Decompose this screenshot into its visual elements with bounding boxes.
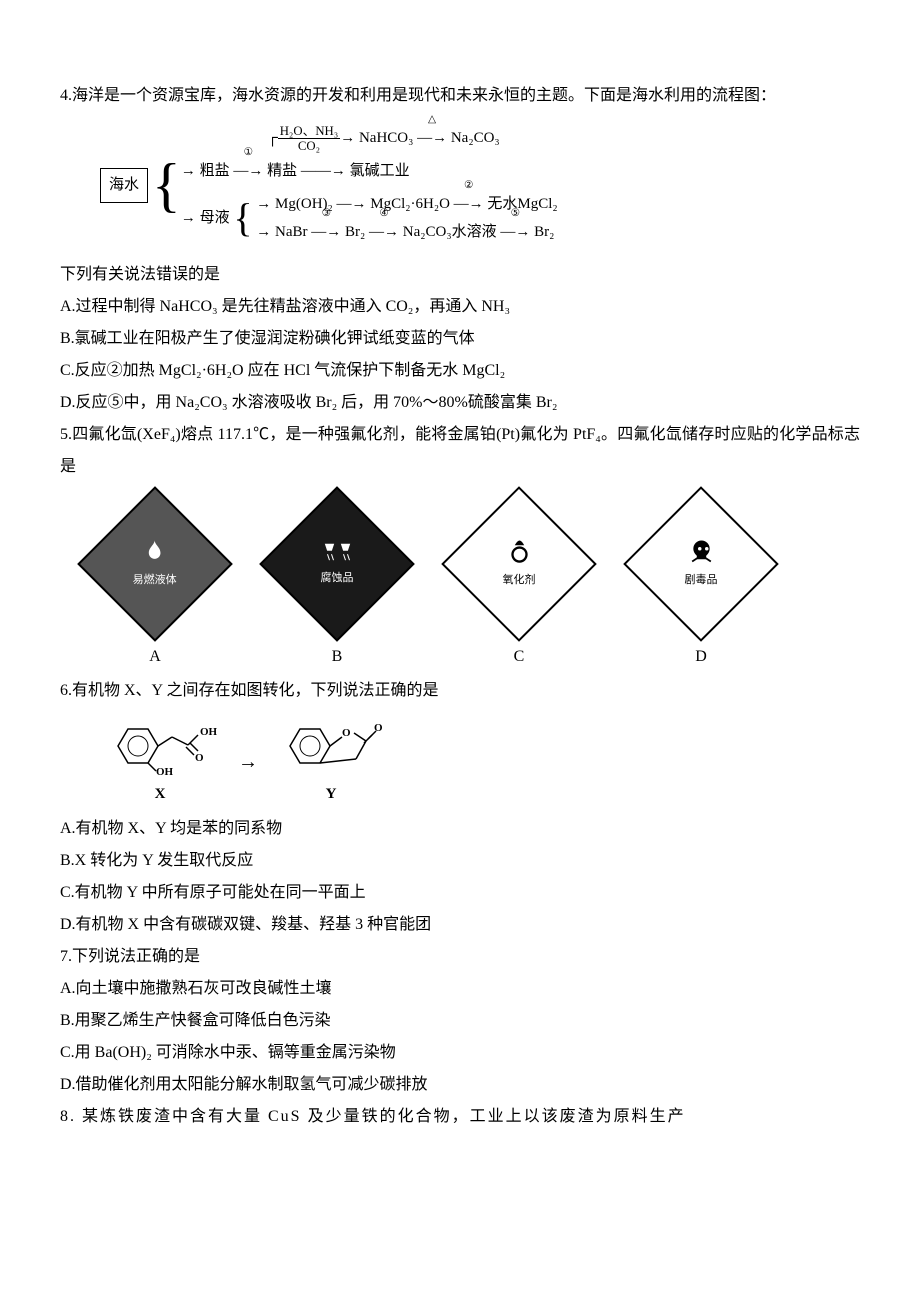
skull-icon [687,537,715,565]
arrow-icon: → [238,742,258,782]
q6-molecule-row: OH O OH X → O O Y [100,715,860,809]
svg-text:OH: OH [200,726,218,738]
flame-icon [141,537,169,565]
sign-a-label: A [149,641,161,673]
svg-text:OH: OH [156,766,174,777]
sign-c-text: 氧化剂 [503,568,536,590]
molecule-y: O O Y [276,715,386,809]
q7-opt-c: C.用 Ba(OH)₂ 可消除水中汞、镉等重金属污染物 [60,1037,860,1069]
q6-opt-b: B.X 转化为 Y 发生取代反应 [60,845,860,877]
molecule-x-label: X [155,779,166,809]
flow-br-line: → NaBr —③→ Br₂ —④→ Na₂CO₃水溶液 —⑤→ Br₂ [256,218,557,247]
sign-a-text: 易燃液体 [133,568,177,590]
q5-stem: 5.四氟化氙(XeF₄)熔点 117.1℃，是一种强氟化剂，能将金属铂(Pt)氟… [60,419,860,483]
svg-text:O: O [342,727,351,739]
sign-b-label: B [332,641,343,673]
sign-a: 易燃液体 A [80,493,230,673]
q7-opt-d: D.借助催化剂用太阳能分解水制取氢气可减少碳排放 [60,1069,860,1101]
q4-flow-diagram: 海水 { ┌H₂O、NH₃CO₂→ NaHCO₃ —△→ Na₂CO₃ → 粗盐… [100,124,860,247]
q7-opt-b: B.用聚乙烯生产快餐盒可降低白色污染 [60,1005,860,1037]
corrosion-icon [321,539,353,563]
q6-stem: 6.有机物 X、Y 之间存在如图转化，下列说法正确的是 [60,675,860,707]
brace-main: { [152,167,181,203]
sign-b-text: 腐蚀品 [321,566,354,588]
q4-opt-c: C.反应②加热 MgCl₂·6H₂O 应在 HCl 气流保护下制备无水 MgCl… [60,355,860,387]
q4-opt-a: A.过程中制得 NaHCO₃ 是先往精盐溶液中通入 CO₂，再通入 NH₃ [60,291,860,323]
q7-opt-a: A.向土壤中施撒熟石灰可改良碱性土壤 [60,973,860,1005]
diamond-c: 氧化剂 [441,486,597,642]
molecule-x: OH O OH X [100,715,220,809]
diamond-d: 剧毒品 [623,486,779,642]
flow-line-mother: → 母液 { → Mg(OH)₂ —→ MgCl₂·6H₂O —②→ 无水MgC… [181,190,558,247]
molecule-y-svg: O O [276,715,386,777]
diamond-b: 腐蚀品 [259,486,415,642]
svg-text:O: O [374,722,383,734]
q5-signs-row: 易燃液体 A 腐蚀品 B 氧化剂 C 剧毒品 D [80,493,860,673]
brace-mother: { [233,204,252,232]
sign-d-text: 剧毒品 [685,568,718,590]
molecule-x-svg: OH O OH [100,715,220,777]
svg-text:O: O [195,752,204,764]
q4-opt-b: B.氯碱工业在阳极产生了使湿润淀粉碘化钾试纸变蓝的气体 [60,323,860,355]
flow-line-salt: → 粗盐 —①→ 精盐 ——→ 氯碱工业 [181,157,558,186]
q6-opt-d: D.有机物 X 中含有碳碳双键、羧基、羟基 3 种官能团 [60,909,860,941]
sign-d-label: D [695,641,707,673]
q4-opt-d: D.反应⑤中，用 Na₂CO₃ 水溶液吸收 Br₂ 后，用 70%～80%硫酸富… [60,387,860,419]
diamond-a: 易燃液体 [77,486,233,642]
q4-stem-1: 4.海洋是一个资源宝库，海水资源的开发和利用是现代和未来永恒的主题。下面是海水利… [60,80,860,112]
sign-d: 剧毒品 D [626,493,776,673]
molecule-y-label: Y [326,779,337,809]
sign-b: 腐蚀品 B [262,493,412,673]
q6-opt-a: A.有机物 X、Y 均是苯的同系物 [60,813,860,845]
q4-stem-2: 下列有关说法错误的是 [60,259,860,291]
sign-c-label: C [514,641,525,673]
q7-stem: 7.下列说法正确的是 [60,941,860,973]
sign-c: 氧化剂 C [444,493,594,673]
flow-top-branch: ┌H₂O、NH₃CO₂→ NaHCO₃ —△→ Na₂CO₃ [181,124,558,153]
seawater-box: 海水 [100,168,148,203]
q6-opt-c: C.有机物 Y 中所有原子可能处在同一平面上 [60,877,860,909]
oxidizer-icon [505,537,533,565]
q8-stem: 8. 某炼铁废渣中含有大量 CuS 及少量铁的化合物，工业上以该废渣为原料生产 [60,1101,860,1133]
